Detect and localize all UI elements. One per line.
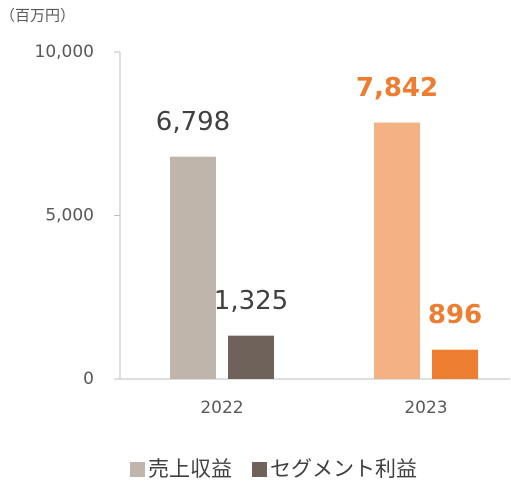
data-label: 6,798 (156, 107, 230, 137)
legend-label: 売上収益 (148, 457, 232, 481)
legend-swatch (252, 462, 267, 477)
y-tick-label: 0 (83, 369, 94, 389)
data-label: 7,842 (356, 73, 438, 103)
data-label: 896 (428, 300, 482, 330)
y-tick-label: 5,000 (45, 206, 94, 226)
bar (374, 122, 420, 380)
y-tick-label: 10,000 (35, 42, 94, 62)
bar (228, 335, 274, 379)
legend-label: セグメント利益 (270, 457, 417, 481)
data-label: 1,325 (214, 286, 288, 316)
bar (170, 156, 216, 379)
unit-label: （百万円） (0, 7, 75, 25)
bar (432, 349, 478, 379)
legend-swatch (130, 462, 145, 477)
x-tick-label: 2023 (404, 398, 447, 418)
x-tick-label: 2022 (200, 398, 243, 418)
